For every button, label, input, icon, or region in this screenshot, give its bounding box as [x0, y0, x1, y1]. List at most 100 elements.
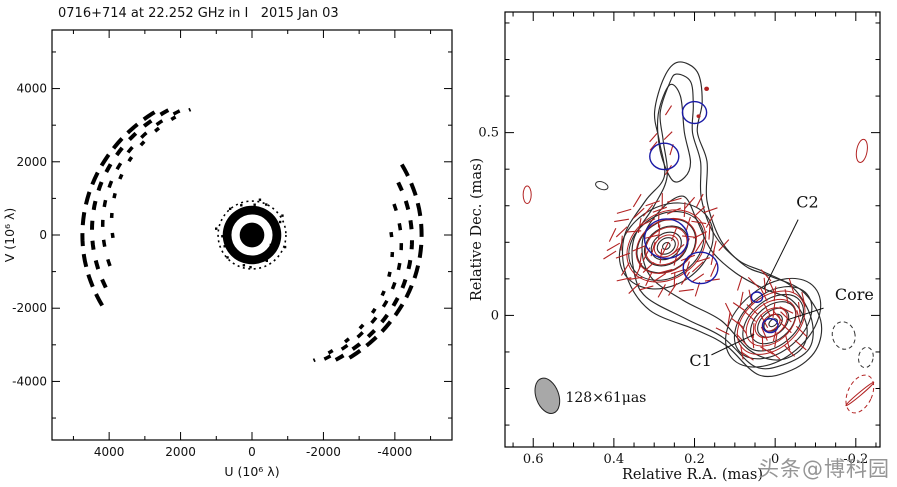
pol-tick	[737, 321, 747, 334]
annotation-line-core	[787, 307, 824, 321]
contour-level	[618, 202, 714, 290]
pol-tick	[724, 302, 733, 317]
pol-tick	[683, 202, 686, 218]
uv-track	[331, 181, 415, 364]
uv-track	[345, 163, 424, 362]
pol-tick	[730, 317, 744, 328]
uv-x-tick-label: 4000	[94, 445, 125, 459]
pol-tick	[768, 281, 776, 296]
pol-tick	[772, 310, 784, 323]
pol-tick	[657, 268, 673, 274]
model-component-circle	[649, 142, 680, 171]
uv-point	[247, 210, 251, 213]
pol-tick	[695, 193, 704, 208]
pol-tick	[649, 141, 658, 151]
uv-track	[89, 106, 173, 289]
pol-tick	[615, 226, 628, 238]
map-x-axis-label: Relative R.A. (mas)	[622, 467, 763, 483]
pol-tick	[673, 272, 676, 288]
pol-tick	[628, 276, 643, 281]
pol-tick	[772, 302, 776, 318]
pol-tick	[673, 250, 679, 266]
pol-tick	[693, 206, 706, 218]
pol-tick	[672, 244, 685, 255]
uv-point	[234, 256, 238, 260]
map-x-tick-label: 0.2	[684, 452, 705, 467]
stray-feature	[858, 346, 874, 369]
pol-tick	[751, 333, 755, 349]
map-x-tick-label: 0.6	[523, 452, 544, 467]
uv-x-axis-label: U (10⁶ λ)	[224, 464, 279, 479]
stray-feature	[696, 114, 701, 119]
pol-tick	[661, 241, 670, 256]
uv-point	[249, 265, 252, 269]
pol-tick	[664, 164, 672, 176]
pol-tick	[666, 197, 682, 203]
watermark: 头条@博科园	[758, 457, 890, 481]
stray-feature	[855, 138, 868, 163]
stray-feature	[831, 321, 856, 350]
pol-tick	[614, 218, 630, 223]
pol-tick	[603, 250, 617, 260]
pol-tick	[796, 310, 802, 325]
uv-point	[275, 228, 279, 231]
pol-tick	[628, 282, 640, 294]
map-x-tick-label: 0.4	[604, 452, 625, 467]
pol-tick	[797, 301, 801, 317]
pol-tick	[744, 311, 757, 322]
pol-contour-level	[745, 298, 797, 347]
annotation-label-core: Core	[835, 285, 874, 304]
stray-feature	[845, 381, 875, 407]
contour-level	[636, 218, 697, 274]
pol-tick	[740, 351, 754, 361]
pol-tick	[779, 322, 792, 334]
contour-level	[733, 286, 813, 360]
uv-y-tick-label: 4000	[16, 82, 47, 96]
pol-tick	[641, 218, 656, 226]
pol-tick	[682, 235, 697, 238]
uv-point	[240, 213, 243, 216]
pol-tick	[684, 196, 696, 209]
uv-point	[269, 249, 273, 253]
stray-feature	[845, 374, 875, 414]
model-component-circle	[681, 100, 708, 125]
uv-point	[257, 256, 261, 259]
uv-y-tick-label: -4000	[12, 374, 47, 388]
pol-tick	[608, 227, 617, 242]
pol-tick	[642, 204, 654, 217]
model-component-circle	[750, 291, 764, 303]
envelope-outer	[621, 61, 823, 378]
uv-track	[80, 108, 159, 307]
uv-track	[321, 203, 404, 362]
annotation-line-c1	[711, 333, 755, 356]
pol-tick	[644, 234, 660, 239]
pol-tick	[705, 214, 715, 228]
pol-tick	[638, 285, 654, 291]
uv-point	[265, 259, 268, 263]
stray-feature	[522, 185, 532, 205]
pol-tick	[642, 262, 655, 273]
uv-point	[221, 235, 224, 238]
uv-center-halo	[217, 200, 287, 270]
uv-point	[228, 220, 231, 224]
pol-tick	[678, 288, 694, 292]
pol-tick	[718, 239, 730, 251]
pol-tick	[694, 239, 704, 253]
pol-tick	[747, 276, 760, 289]
pol-tick	[620, 235, 623, 251]
annotation-label-c2: C2	[796, 193, 818, 212]
pol-tick	[645, 200, 660, 207]
annotation-line-c2	[763, 219, 799, 290]
pol-tick	[784, 345, 795, 357]
pol-tick	[668, 282, 678, 296]
pol-tick	[666, 207, 681, 215]
pol-tick	[653, 272, 667, 283]
uv-point	[215, 227, 218, 230]
pol-tick	[652, 206, 667, 213]
uv-x-tick-label: -2000	[306, 445, 341, 459]
uv-axis-ticks	[52, 30, 452, 440]
pol-tick	[708, 224, 711, 240]
map-x-tick-label: -0.2	[843, 452, 868, 467]
uv-track	[312, 231, 395, 363]
pol-tick	[691, 261, 704, 273]
